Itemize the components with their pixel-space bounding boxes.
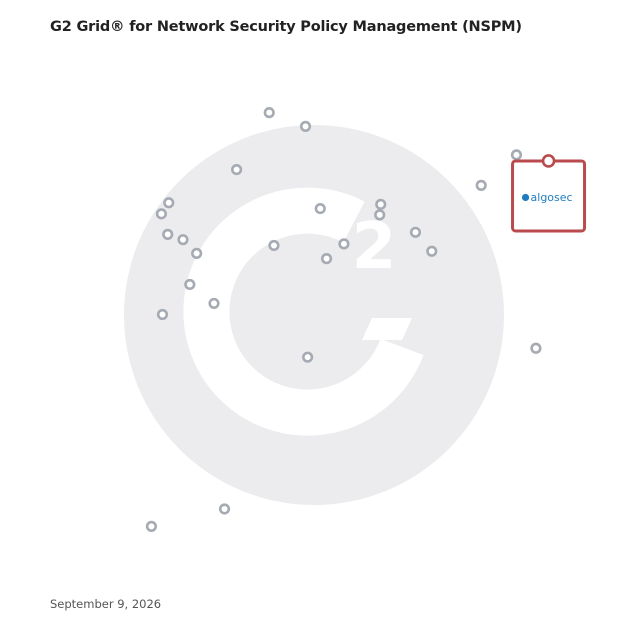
data-point-10[interactable]	[374, 209, 386, 221]
data-point-11[interactable]	[162, 228, 174, 240]
highlighted-vendor[interactable]: algosec	[511, 154, 587, 233]
data-point-2[interactable]	[299, 120, 312, 132]
data-point-5[interactable]	[475, 179, 487, 191]
data-point-21[interactable]	[156, 308, 169, 321]
data-point-24[interactable]	[218, 503, 231, 515]
data-point-22[interactable]	[302, 351, 314, 363]
data-point-7[interactable]	[155, 208, 168, 220]
data-point-15[interactable]	[338, 238, 350, 250]
report-date: September 9, 2026	[50, 597, 162, 611]
data-point-4[interactable]	[510, 149, 523, 161]
data-point-8[interactable]	[314, 202, 326, 215]
chart-title: G2 Grid® for Network Security Policy Man…	[50, 19, 522, 35]
data-point-6[interactable]	[163, 197, 175, 209]
algosec-logo-icon	[521, 193, 530, 202]
data-point-19[interactable]	[184, 278, 196, 291]
data-point-12[interactable]	[177, 234, 189, 246]
highlighted-vendor-label: algosec	[531, 191, 573, 204]
data-point-3[interactable]	[231, 163, 243, 176]
data-point-25[interactable]	[145, 520, 158, 532]
highlighted-vendor-point[interactable]	[541, 154, 556, 168]
data-point-18[interactable]	[320, 253, 333, 265]
data-point-13[interactable]	[191, 247, 203, 259]
data-point-14[interactable]	[268, 239, 280, 252]
data-point-23[interactable]	[530, 342, 542, 354]
data-points	[145, 107, 542, 532]
data-point-1[interactable]	[263, 107, 275, 119]
data-point-20[interactable]	[208, 297, 220, 310]
data-point-17[interactable]	[426, 245, 438, 257]
svg-text:2: 2	[352, 210, 397, 284]
data-point-9[interactable]	[375, 198, 387, 210]
data-point-16[interactable]	[409, 226, 422, 238]
